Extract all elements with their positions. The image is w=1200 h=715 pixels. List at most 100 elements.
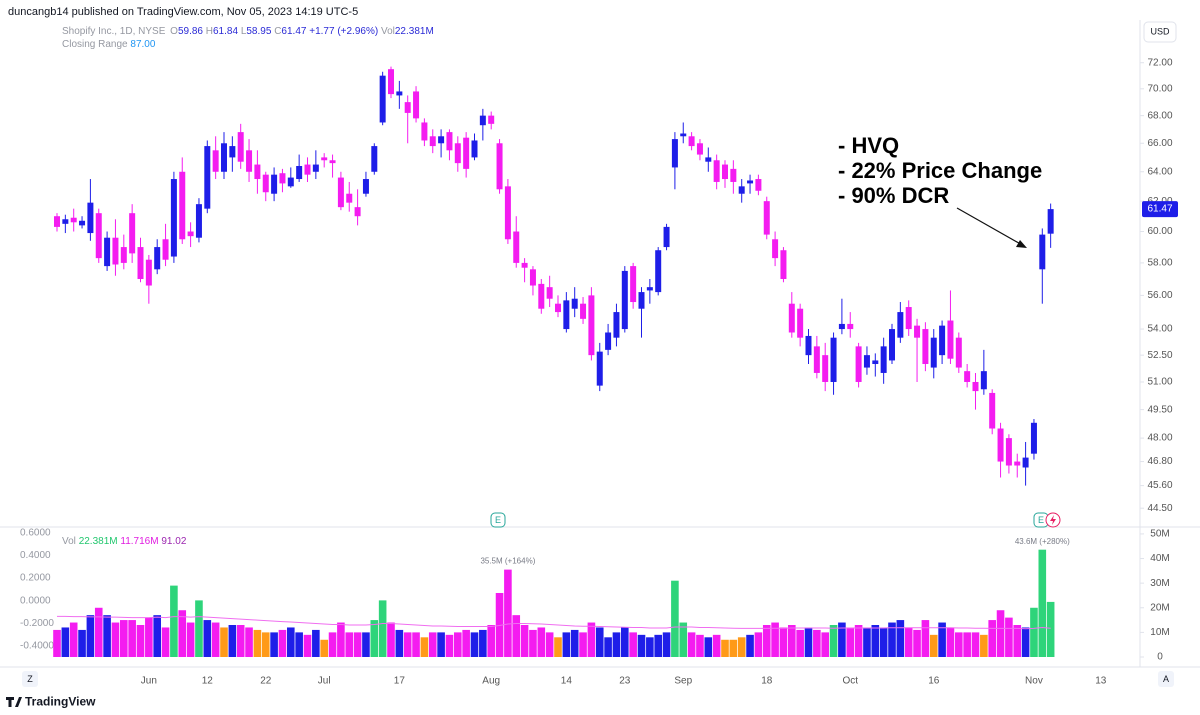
candle-body [555,303,561,313]
candle-body [722,164,728,180]
vol-label: Vol [381,26,395,37]
candle-body [638,292,645,309]
volume-bar [637,634,646,657]
candle-body [1014,461,1021,466]
volume-bar [570,629,579,657]
earnings-marker[interactable]: E [490,512,506,528]
candle-body [221,143,227,172]
volume-bar [988,620,996,657]
volume-bar [136,625,145,657]
volume-bar [896,620,905,657]
currency[interactable]: USD [1150,26,1170,36]
candle-body [738,186,745,194]
volume-bar [470,632,479,657]
volume-ma-line [57,615,1051,630]
c-label: C [274,26,281,37]
y-tick-label: 46.80 [1147,456,1172,467]
volume-bar [195,600,203,657]
volume-bar [679,622,688,657]
x-tick-label: 23 [619,676,631,687]
volume-bar [94,607,103,657]
x-tick-label: Oct [842,676,858,687]
candle-body [830,337,837,382]
candle-body [521,262,528,268]
candle-body [145,259,152,286]
h-label: H [206,26,213,37]
candle-body [897,312,904,338]
earnings-label[interactable]: E [495,515,501,525]
y-tick-label: 56.00 [1147,290,1172,301]
auto-label[interactable]: A [1163,674,1169,684]
volume-bar [980,634,988,657]
auto-button[interactable] [1158,671,1174,687]
volume-bar [120,620,128,657]
candle-body [488,115,495,124]
volume-bar [278,629,287,657]
candle-body [463,137,470,169]
candle-body [939,325,946,356]
currency-button[interactable] [1143,21,1177,43]
volume-bar [829,625,838,657]
annotation: - 90% DCR [838,183,949,208]
candle-body [312,164,319,172]
candle-body [964,371,971,382]
volume-bar [145,617,153,657]
low: 58.95 [246,26,271,37]
volume-bar [504,569,512,657]
x-tick-label: 22 [260,676,272,687]
volume-bar [629,632,637,657]
volume-bar [412,632,420,657]
candle-body [705,157,712,162]
zoom-label[interactable]: Z [27,674,33,684]
volume-bar [1021,627,1030,657]
zoom-button[interactable] [22,671,38,687]
candle-body [362,179,369,194]
y-tick-label: 64.00 [1147,166,1172,177]
candle-body [104,237,111,267]
earnings-marker[interactable]: E [1033,512,1061,528]
y-tick-label: 54.00 [1147,324,1172,335]
earnings-box[interactable] [490,512,506,528]
volume-bar [337,622,345,657]
volume-bar [178,610,187,657]
volume-bar [729,639,738,657]
candle-body [1047,209,1054,234]
candle-body [1022,457,1029,468]
volume-bar [938,622,946,657]
candle-body [1005,438,1012,466]
candle-body [605,332,612,350]
last-price-label: 61.47 [1147,204,1172,215]
volume-bar [871,625,880,657]
volume-bar [604,637,612,657]
volume-tick-label: 40M [1150,553,1169,564]
volume-bar [863,627,871,657]
volume-bar [929,634,938,657]
candle-body [129,213,136,254]
volume-tick-label: 50M [1150,529,1169,540]
x-tick-label: 18 [761,676,773,687]
candle-body [989,392,996,429]
y-tick-label: 72.00 [1147,57,1172,68]
earnings-label[interactable]: E [1038,515,1044,525]
volume-bar [562,632,571,657]
volume-bar [479,629,487,657]
candle-body [262,174,269,193]
volume-bar [646,637,654,657]
candle-body [588,295,595,356]
y-tick-label: 70.00 [1147,83,1172,94]
candle-body [596,351,603,386]
candle-body [237,132,244,162]
volume-bar [520,625,529,657]
candle-body [438,136,445,144]
candle-body [922,329,929,365]
candle-body [471,140,478,158]
l-label: L [241,26,247,37]
candle-body [529,269,536,286]
last-price-box [1142,201,1178,218]
y-tick-label: 68.00 [1147,110,1172,121]
volume-bar [904,627,913,657]
volume-bar [621,627,629,657]
volume-bar [654,634,662,657]
volume-bar [161,627,170,657]
